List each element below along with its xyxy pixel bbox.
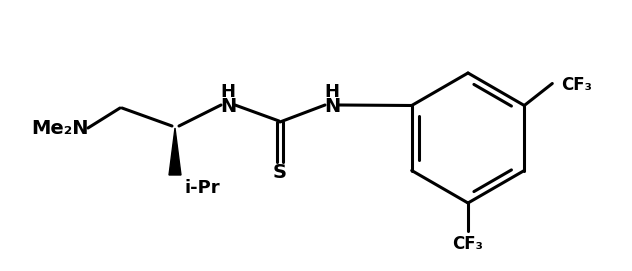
Text: H: H: [221, 83, 236, 101]
Text: Me₂N: Me₂N: [31, 118, 88, 137]
Text: S: S: [273, 163, 287, 182]
Polygon shape: [169, 128, 181, 175]
Text: H: H: [324, 83, 339, 101]
Text: i-Pr: i-Pr: [185, 179, 221, 197]
Text: N: N: [220, 96, 236, 115]
Text: N: N: [324, 96, 340, 115]
Text: CF₃: CF₃: [453, 235, 483, 253]
Text: CF₃: CF₃: [561, 76, 592, 95]
